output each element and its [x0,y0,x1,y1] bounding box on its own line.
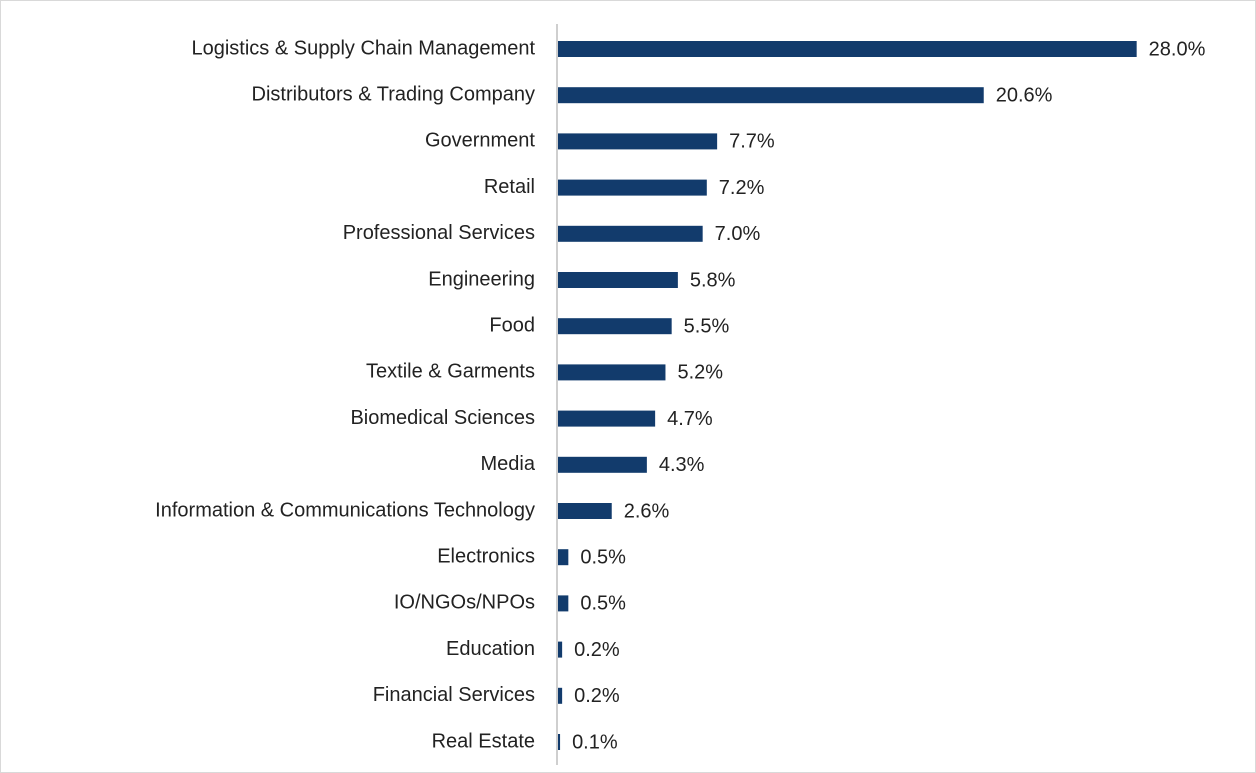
value-label: 5.5% [684,315,730,337]
value-label: 4.3% [659,454,705,476]
category-label: Professional Services [343,222,535,244]
value-label: 5.2% [677,362,723,384]
category-label: Distributors & Trading Company [252,83,535,105]
category-label: IO/NGOs/NPOs [394,592,535,614]
value-label: 0.5% [580,593,626,615]
bar [558,687,563,704]
bar [558,410,656,427]
bar [558,456,647,473]
value-label: 7.0% [715,223,761,245]
bar [558,595,569,612]
category-label: Education [446,638,535,660]
bar [558,272,678,288]
category-label: Textile & Garments [366,361,535,383]
category-label: Engineering [428,268,535,290]
value-label: 0.5% [580,546,626,568]
category-label: Retail [484,176,535,198]
value-label: 2.6% [624,500,670,522]
value-label: 4.7% [667,408,713,430]
category-label: Media [481,453,536,475]
bar [558,318,672,335]
value-label: 28.0% [1149,38,1206,60]
bar [558,364,666,381]
value-label: 7.2% [719,177,765,199]
bar [558,179,707,196]
bar [558,641,563,658]
category-label: Government [425,130,535,152]
value-label: 5.8% [690,269,736,291]
category-label: Financial Services [373,684,535,706]
bar [558,734,561,750]
category-label: Electronics [437,545,535,567]
category-label: Information & Communications Technology [155,499,535,521]
category-label: Food [489,314,535,336]
value-label: 20.6% [996,84,1053,106]
bar [558,133,718,150]
category-label: Real Estate [432,730,535,752]
bar [558,503,612,519]
bar [558,225,703,242]
value-label: 0.2% [574,685,620,707]
bar [558,87,984,104]
bar [558,549,569,566]
category-label: Logistics & Supply Chain Management [191,37,535,59]
value-label: 0.2% [574,639,620,661]
value-label: 0.1% [572,731,618,753]
value-label: 7.7% [729,131,775,153]
category-label: Biomedical Sciences [350,407,535,429]
bar [558,41,1137,57]
